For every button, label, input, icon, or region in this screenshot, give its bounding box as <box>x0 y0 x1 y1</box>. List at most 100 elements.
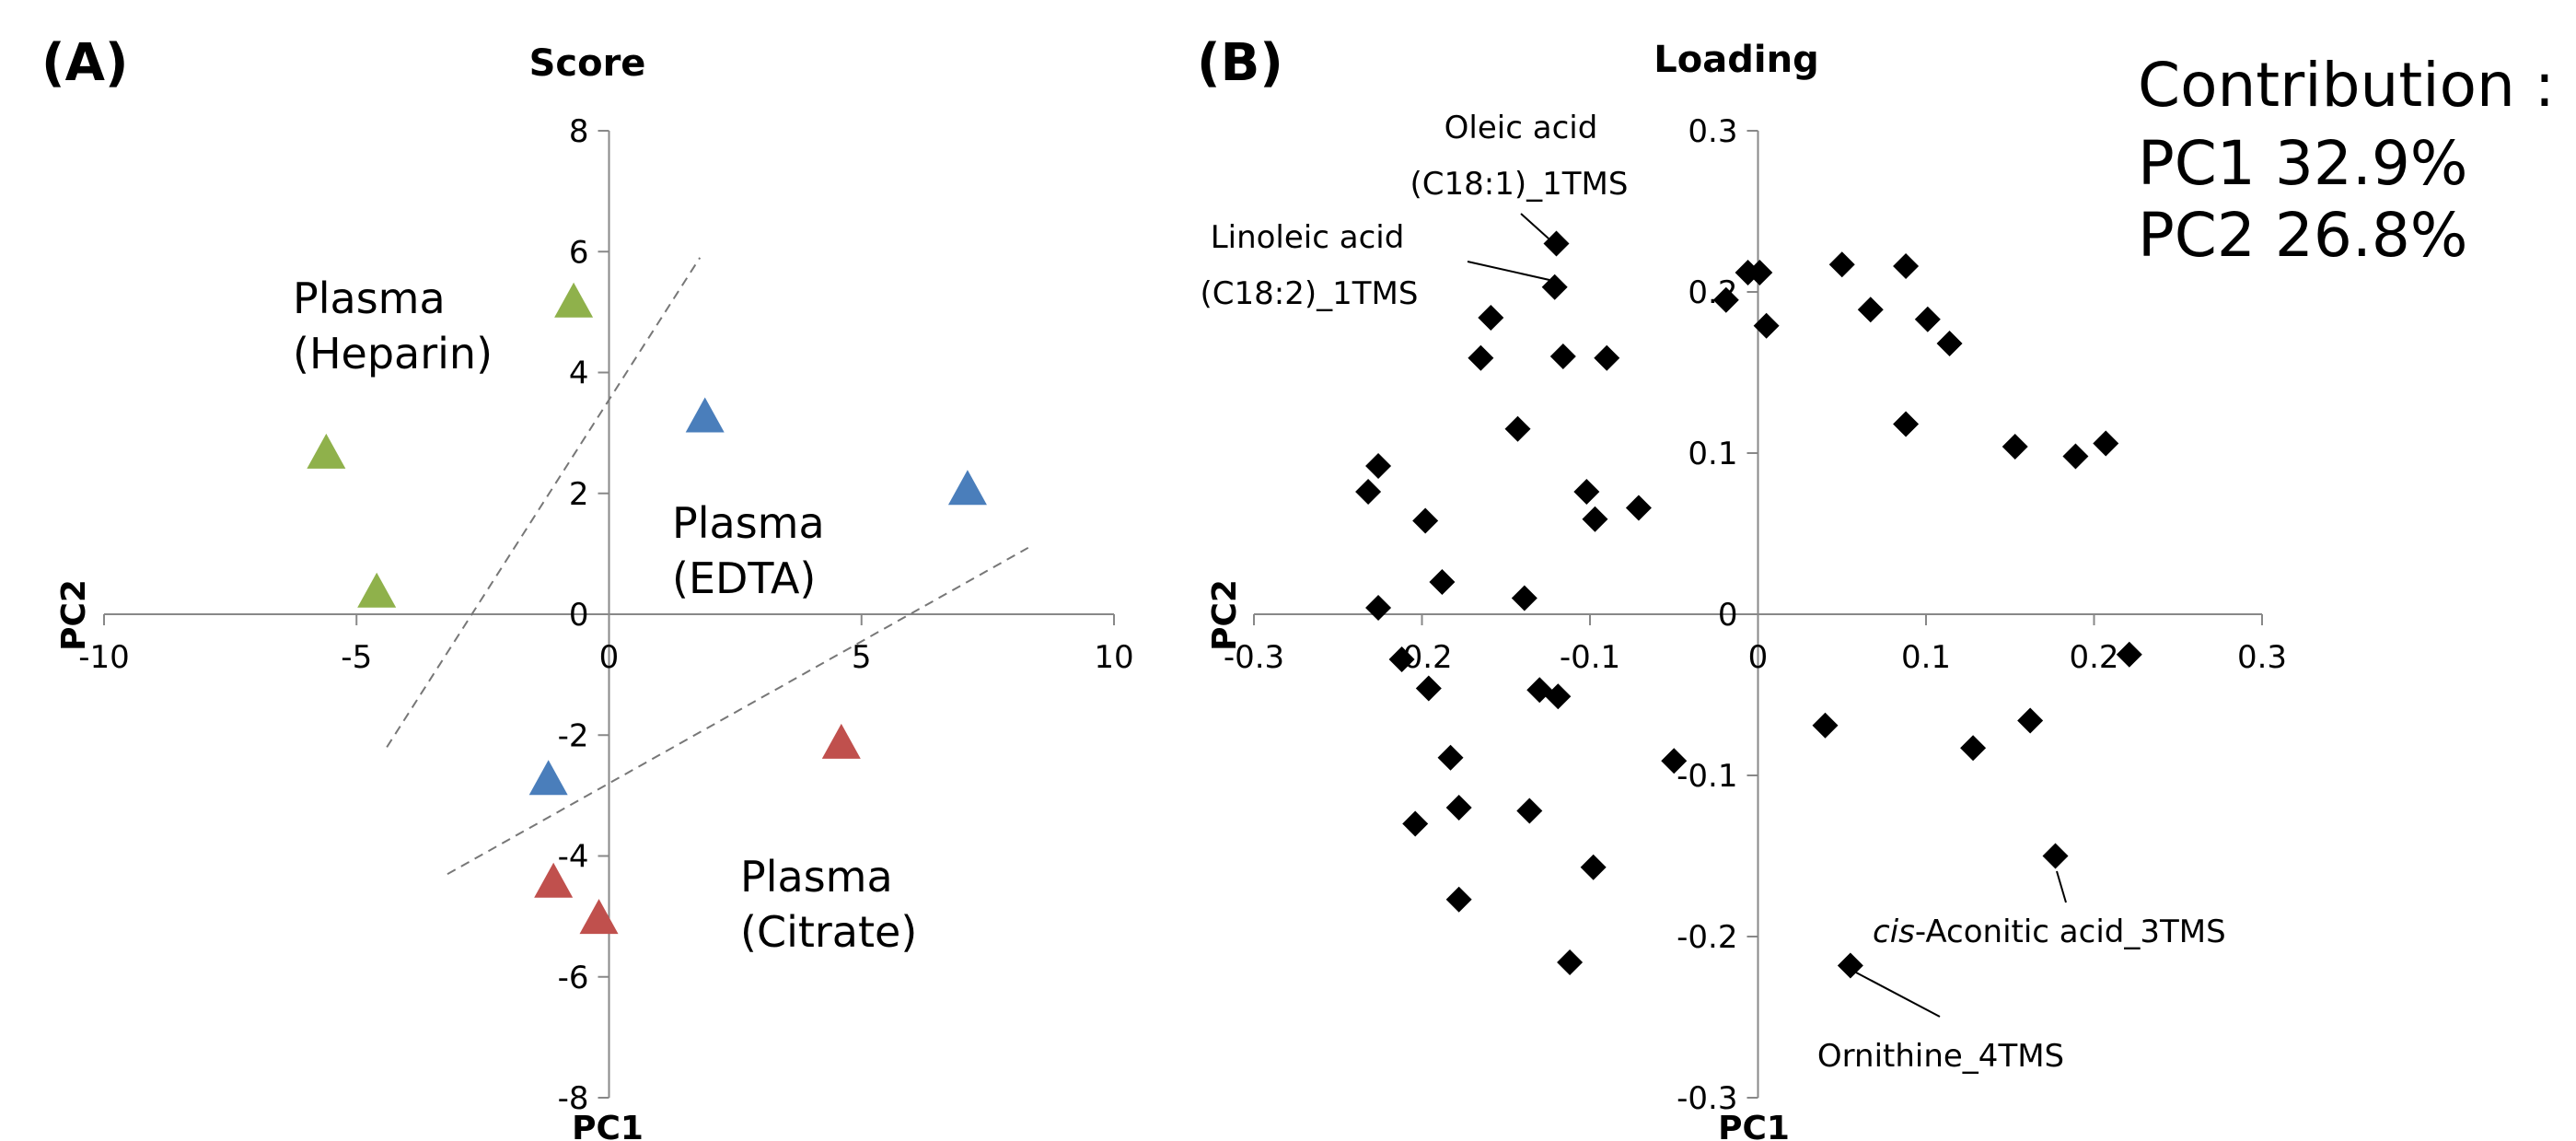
score-point-triangle <box>947 470 987 506</box>
annotation-linoleic-2: (C18:2)_1TMS <box>1201 275 1419 312</box>
loading-point-diamond <box>1960 735 1987 762</box>
panel-label-b: (B) <box>1197 33 1283 93</box>
x-tick-label: 0 <box>599 639 620 676</box>
y-tick-label: 6 <box>569 234 589 271</box>
loading-point-diamond <box>1402 810 1429 837</box>
loading-point-diamond <box>1661 748 1688 774</box>
y-tick-label: 0.1 <box>1688 436 1737 472</box>
separator-line-1 <box>386 257 702 748</box>
loading-point-diamond <box>1545 683 1572 710</box>
score-point-triangle <box>554 282 594 318</box>
loading-point-diamond <box>1504 415 1531 442</box>
loading-point-diamond <box>1893 253 1920 279</box>
y-tick-label: -4 <box>558 839 589 876</box>
x-tick-label: 0.2 <box>2069 639 2118 676</box>
loading-point-diamond <box>1573 479 1600 505</box>
x-tick-label: 0.3 <box>2237 639 2287 676</box>
contribution-heading: Contribution : <box>2138 50 2555 121</box>
annotation-ornithine: Ornithine_4TMS <box>1817 1038 2064 1075</box>
group-label-citrate-2: (Citrate) <box>740 907 917 957</box>
loading-point-diamond <box>1365 453 1392 479</box>
loading-point-diamond <box>1429 569 1456 595</box>
x-tick-label: -10 <box>78 639 130 676</box>
annotation-cis-prefix: cis <box>1873 914 1915 950</box>
loading-point-diamond <box>1594 344 1620 371</box>
group-label-edta-2: (EDTA) <box>672 553 816 603</box>
score-y-axis-title: PC2 <box>55 579 93 651</box>
loading-point-diamond <box>1580 854 1607 880</box>
y-tick-label: 4 <box>569 355 589 392</box>
y-tick-label: 2 <box>569 476 589 513</box>
score-x-axis-title: PC1 <box>572 1110 644 1141</box>
loading-point-diamond <box>2017 707 2044 734</box>
score-plot: (A) Score -10 -5 0 5 10 -8 -6 -4 -2 0 2 4 6 8 PC1 PC2… <box>41 33 1134 1141</box>
group-label-heparin-1: Plasma <box>293 274 446 323</box>
loading-x-axis-title: PC1 <box>1718 1110 1790 1141</box>
loading-point-diamond <box>1557 949 1584 975</box>
panel-label-a: (A) <box>41 33 129 93</box>
loading-point-diamond <box>1445 886 1472 913</box>
score-point-triangle <box>685 397 725 433</box>
y-tick-label: -6 <box>558 960 589 996</box>
loading-point-diamond <box>1828 251 1855 278</box>
loading-point-diamond <box>1746 260 1773 285</box>
loading-point-diamond <box>2093 430 2119 457</box>
loading-points <box>1355 230 2142 979</box>
score-title: Score <box>529 42 646 85</box>
annotation-cis-rest: -Aconitic acid_3TMS <box>1915 914 2226 950</box>
y-tick-label: 8 <box>569 113 589 150</box>
annotation-oleic-1: Oleic acid <box>1445 110 1598 146</box>
loading-point-diamond <box>1753 312 1780 339</box>
loading-point-diamond <box>1893 411 1920 437</box>
loading-point-diamond <box>1478 305 1504 331</box>
loading-point-diamond <box>1549 343 1576 369</box>
y-tick-label: -0.3 <box>1677 1080 1737 1117</box>
y-tick-label: -0.1 <box>1677 758 1737 795</box>
loading-point-diamond <box>1541 274 1568 300</box>
loading-point-diamond <box>1812 712 1839 739</box>
score-tick-labels: -10 -5 0 5 10 -8 -6 -4 -2 0 2 4 6 8 <box>78 113 1133 1117</box>
x-tick-label: 5 <box>852 639 872 676</box>
loading-point-diamond <box>1415 675 1442 702</box>
loading-plot: (B) Loading -0.3 -0.2 -0.1 0 0.1 0.2 0.3 -0.3 -0… <box>1197 33 2555 1141</box>
loading-point-diamond <box>1543 230 1570 257</box>
annotation-linoleic-1: Linoleic acid <box>1211 219 1405 256</box>
loading-point-diamond <box>2002 434 2028 460</box>
score-point-triangle <box>357 572 397 608</box>
annotation-leaders <box>1467 213 2067 1018</box>
group-label-citrate-1: Plasma <box>740 852 893 902</box>
score-point-triangle <box>579 899 619 935</box>
loading-point-diamond <box>1914 306 1941 332</box>
loading-point-diamond <box>1355 479 1382 505</box>
annotation-cis-aconitic: cis-Aconitic acid_3TMS <box>1873 914 2226 950</box>
score-points <box>307 282 987 935</box>
loading-point-diamond <box>2116 641 2142 668</box>
y-tick-label: -0.2 <box>1677 919 1737 956</box>
loading-point-diamond <box>1412 507 1439 534</box>
leader-ornithine <box>1855 972 1941 1018</box>
contribution-pc2: PC2 26.8% <box>2138 200 2468 271</box>
y-tick-label: 0 <box>1718 597 1738 634</box>
leader-oleic <box>1520 213 1549 239</box>
x-tick-label: 0.1 <box>1901 639 1951 676</box>
loading-point-diamond <box>1857 297 1884 323</box>
loading-point-diamond <box>1625 495 1652 521</box>
x-tick-label: 0 <box>1748 639 1769 676</box>
x-tick-label: -0.3 <box>1224 639 1284 676</box>
loading-point-diamond <box>2042 843 2069 869</box>
loading-point-diamond <box>1712 286 1739 313</box>
loading-point-diamond <box>1511 585 1537 611</box>
y-tick-label: -2 <box>558 717 589 754</box>
score-point-triangle <box>528 760 568 796</box>
score-axes <box>103 130 1115 1099</box>
group-label-edta-1: Plasma <box>672 498 825 548</box>
contribution-pc1: PC1 32.9% <box>2138 128 2468 199</box>
leader-cis-aconitic <box>2056 870 2067 903</box>
loading-point-diamond <box>2062 443 2089 470</box>
score-separator-lines <box>386 257 1029 876</box>
separator-line-2 <box>447 546 1029 876</box>
loading-point-diamond <box>1388 646 1415 672</box>
x-tick-label: -0.1 <box>1560 639 1620 676</box>
annotation-oleic-2: (C18:1)_1TMS <box>1410 166 1629 203</box>
